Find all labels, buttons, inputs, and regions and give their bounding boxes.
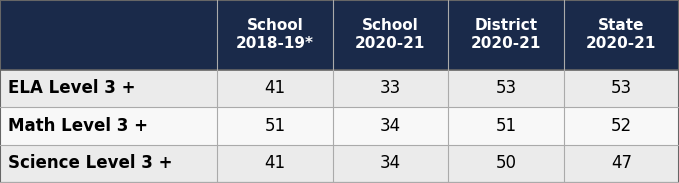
Text: Science Level 3 +: Science Level 3 + xyxy=(8,154,172,172)
Text: 2020-21: 2020-21 xyxy=(471,36,541,51)
Text: 34: 34 xyxy=(380,154,401,172)
Text: 51: 51 xyxy=(264,117,286,135)
Text: 41: 41 xyxy=(264,154,286,172)
Text: School: School xyxy=(362,18,419,33)
Text: 41: 41 xyxy=(264,79,286,97)
Bar xyxy=(0,107,679,145)
Text: School: School xyxy=(246,18,304,33)
Text: 34: 34 xyxy=(380,117,401,135)
Text: 51: 51 xyxy=(495,117,517,135)
Text: 2020-21: 2020-21 xyxy=(586,36,657,51)
Bar xyxy=(0,145,679,182)
Text: 47: 47 xyxy=(611,154,631,172)
Text: District: District xyxy=(475,18,537,33)
Text: State: State xyxy=(598,18,644,33)
Text: Math Level 3 +: Math Level 3 + xyxy=(8,117,148,135)
Bar xyxy=(0,70,679,107)
Text: 2020-21: 2020-21 xyxy=(355,36,426,51)
Text: 53: 53 xyxy=(610,79,632,97)
Text: 33: 33 xyxy=(380,79,401,97)
Text: 53: 53 xyxy=(495,79,517,97)
Text: ELA Level 3 +: ELA Level 3 + xyxy=(8,79,136,97)
Text: 50: 50 xyxy=(496,154,516,172)
Text: 2018-19*: 2018-19* xyxy=(236,36,314,51)
Bar xyxy=(0,0,679,70)
Text: 52: 52 xyxy=(610,117,632,135)
